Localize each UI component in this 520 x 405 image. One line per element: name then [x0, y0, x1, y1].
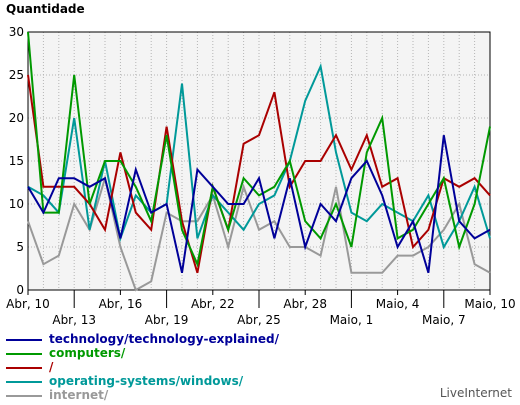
y-tick-label: 15 [9, 154, 24, 168]
y-tick-label: 25 [9, 68, 24, 82]
legend-swatch [6, 339, 42, 341]
x-tick-label: Maio, 10 [464, 297, 515, 311]
x-tick-label: Abr, 19 [145, 313, 189, 327]
legend-swatch [6, 395, 42, 397]
x-tick-label: Maio, 4 [376, 297, 420, 311]
legend-label: computers/ [49, 346, 126, 360]
brand-label: LiveInternet [439, 386, 512, 400]
y-tick-label: 30 [9, 25, 24, 39]
legend-swatch [6, 353, 42, 355]
series-line [27, 74, 491, 274]
legend-label: operating-systems/windows/ [49, 374, 244, 388]
x-tick-label: Maio, 1 [330, 313, 374, 327]
x-tick-label: Abr, 28 [283, 297, 327, 311]
x-tick-label: Maio, 7 [422, 313, 466, 327]
legend-label: / [49, 360, 54, 374]
legend-label: internet/ [49, 388, 109, 402]
y-axis-label: Quantidade [6, 2, 85, 16]
x-tick-label: Abr, 13 [52, 313, 96, 327]
legend-swatch [6, 381, 42, 383]
x-tick-label: Abr, 22 [191, 297, 235, 311]
series-line [27, 135, 491, 274]
legend-label: technology/technology-explained/ [49, 332, 279, 346]
series-line [27, 31, 491, 268]
y-tick-label: 20 [9, 111, 24, 125]
legend-swatch [6, 367, 42, 369]
x-tick-label: Abr, 10 [6, 297, 50, 311]
x-tick-label: Abr, 16 [99, 297, 143, 311]
x-tick-label: Abr, 25 [237, 313, 281, 327]
y-tick-label: 10 [9, 197, 24, 211]
y-tick-label: 5 [16, 240, 24, 254]
y-tick-label: 0 [16, 283, 24, 297]
